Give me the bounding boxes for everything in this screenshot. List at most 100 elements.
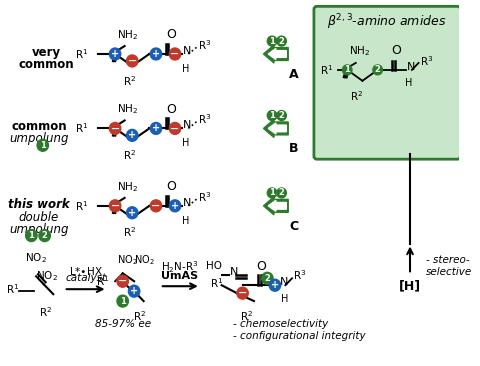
Circle shape	[39, 229, 50, 242]
Circle shape	[37, 139, 48, 151]
Text: +: +	[130, 286, 138, 296]
Text: H: H	[406, 78, 413, 88]
Text: R$^3$: R$^3$	[198, 190, 211, 204]
Text: R$^1$: R$^1$	[96, 274, 109, 288]
Text: common: common	[11, 120, 67, 134]
Text: 1: 1	[269, 111, 275, 120]
Text: A: A	[289, 68, 299, 81]
Text: N: N	[182, 46, 191, 56]
Text: NO$_2$: NO$_2$	[36, 269, 58, 283]
Circle shape	[267, 188, 277, 198]
Circle shape	[267, 36, 277, 46]
Text: −: −	[118, 276, 127, 286]
Text: H: H	[182, 216, 189, 226]
Circle shape	[150, 123, 162, 134]
Circle shape	[150, 200, 162, 212]
Text: R$^3$: R$^3$	[198, 38, 211, 52]
Text: - chemoselectivity: - chemoselectivity	[233, 319, 328, 329]
Text: 1: 1	[120, 296, 126, 306]
Text: 2: 2	[264, 274, 270, 283]
FancyArrow shape	[264, 197, 288, 215]
Text: +: +	[271, 280, 279, 290]
Circle shape	[109, 123, 121, 134]
Text: NO$_2$: NO$_2$	[24, 251, 47, 265]
Text: 1: 1	[344, 66, 350, 74]
Text: 2: 2	[278, 111, 285, 120]
Circle shape	[150, 48, 162, 60]
Text: 1: 1	[28, 231, 34, 240]
Text: 2: 2	[278, 188, 285, 197]
Text: +: +	[128, 130, 136, 141]
Circle shape	[277, 111, 287, 120]
Text: −: −	[110, 201, 120, 211]
Text: −: −	[170, 49, 180, 59]
Text: +: +	[128, 208, 136, 218]
Text: +: +	[152, 123, 160, 134]
Text: 2: 2	[42, 231, 48, 240]
Text: NO$_2$: NO$_2$	[117, 254, 138, 267]
FancyArrow shape	[264, 119, 288, 138]
Circle shape	[262, 272, 273, 284]
Circle shape	[109, 48, 121, 60]
Circle shape	[277, 36, 287, 46]
Text: R$^1$: R$^1$	[75, 122, 88, 135]
Text: C: C	[289, 220, 299, 233]
FancyArrow shape	[264, 45, 288, 63]
Text: N: N	[182, 120, 191, 130]
Text: very: very	[32, 46, 61, 59]
Circle shape	[127, 55, 138, 67]
Text: R$^2$: R$^2$	[123, 148, 136, 162]
Text: 1: 1	[269, 37, 275, 46]
Text: UmAS: UmAS	[161, 271, 198, 281]
Text: H: H	[182, 138, 189, 148]
Text: R$^1$: R$^1$	[6, 282, 19, 296]
Text: +: +	[171, 201, 179, 211]
Text: catalyst: catalyst	[65, 273, 106, 283]
Text: 2: 2	[375, 66, 381, 74]
Circle shape	[128, 285, 140, 297]
Circle shape	[169, 123, 181, 134]
Text: R$^3$: R$^3$	[420, 54, 433, 68]
Text: N: N	[230, 267, 239, 277]
Text: −: −	[128, 56, 137, 66]
FancyBboxPatch shape	[314, 6, 460, 159]
Circle shape	[169, 48, 181, 60]
Circle shape	[117, 275, 128, 287]
Text: R$^1$: R$^1$	[320, 63, 333, 77]
Text: $\beta^{2,3}$-amino amides: $\beta^{2,3}$-amino amides	[327, 12, 447, 32]
Circle shape	[277, 188, 287, 198]
Text: [H]: [H]	[399, 279, 421, 292]
Text: R$^2$: R$^2$	[240, 309, 253, 323]
Text: NH$_2$: NH$_2$	[117, 102, 138, 116]
Text: common: common	[19, 58, 74, 71]
Text: R$^2$: R$^2$	[39, 305, 52, 319]
Text: O: O	[391, 44, 401, 57]
Text: NH$_2$: NH$_2$	[349, 44, 370, 58]
Circle shape	[269, 279, 281, 291]
Text: −: −	[238, 288, 247, 298]
Circle shape	[127, 207, 138, 219]
Text: - stereo-
selective: - stereo- selective	[426, 255, 472, 277]
Circle shape	[25, 229, 37, 242]
Text: - configurational integrity: - configurational integrity	[233, 331, 366, 341]
Text: 1: 1	[269, 188, 275, 197]
Text: N: N	[280, 277, 288, 287]
Text: R$^3$: R$^3$	[293, 268, 306, 282]
Circle shape	[373, 65, 383, 75]
Text: B: B	[289, 142, 299, 155]
Text: −: −	[151, 201, 161, 211]
Text: R$^1$: R$^1$	[75, 199, 88, 213]
Text: R$^1$: R$^1$	[210, 276, 224, 290]
FancyArrow shape	[268, 123, 287, 134]
Text: umpolung: umpolung	[9, 223, 69, 236]
Text: O: O	[257, 260, 266, 273]
Text: N: N	[407, 62, 416, 72]
Circle shape	[267, 111, 277, 120]
Text: R$^2$: R$^2$	[350, 89, 363, 102]
Text: O: O	[166, 180, 176, 193]
Text: −: −	[110, 123, 120, 134]
Text: +: +	[111, 49, 119, 59]
Text: double: double	[19, 211, 59, 224]
Text: umpolung: umpolung	[9, 132, 69, 145]
Text: 2: 2	[278, 37, 285, 46]
